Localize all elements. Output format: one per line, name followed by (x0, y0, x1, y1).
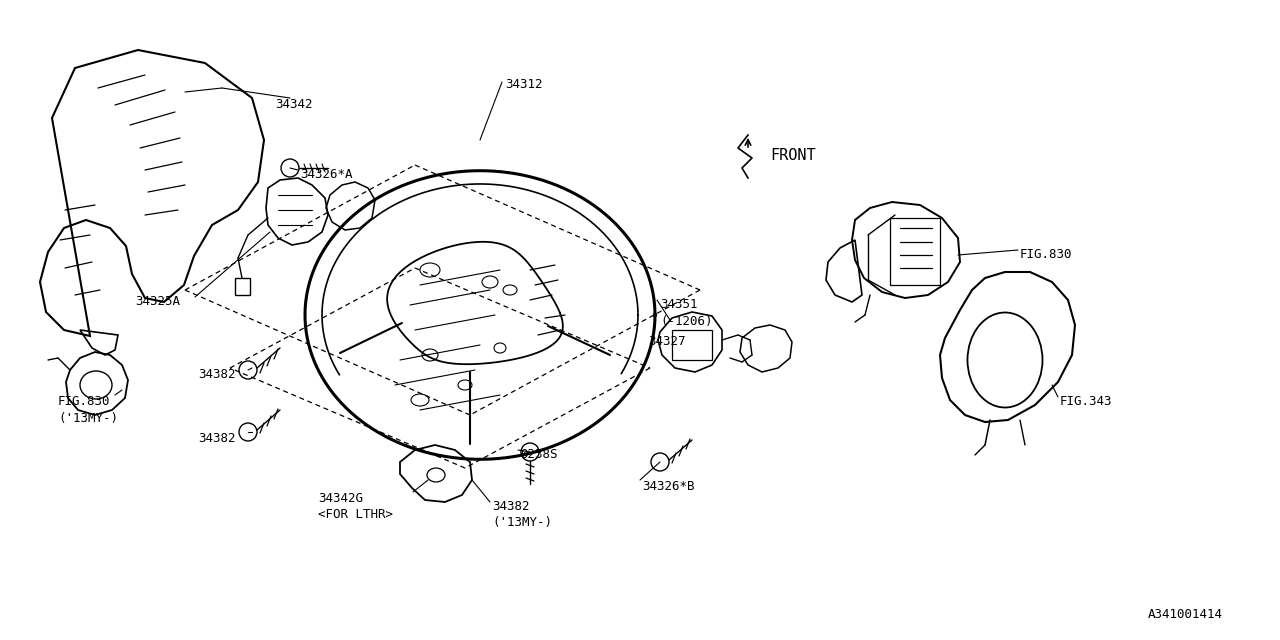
Text: (-1206): (-1206) (660, 315, 713, 328)
Text: 34342: 34342 (275, 98, 312, 111)
Text: 34327: 34327 (648, 335, 686, 348)
Text: 34342G: 34342G (317, 492, 364, 505)
Text: 34382: 34382 (198, 432, 236, 445)
Text: 0238S: 0238S (520, 448, 558, 461)
Text: 34351: 34351 (660, 298, 698, 311)
Text: FIG.343: FIG.343 (1060, 395, 1112, 408)
Text: 34326*A: 34326*A (300, 168, 352, 181)
Text: ('13MY-): ('13MY-) (58, 412, 118, 425)
Text: ('13MY-): ('13MY-) (492, 516, 552, 529)
Text: 34326*B: 34326*B (643, 480, 695, 493)
Text: FRONT: FRONT (771, 148, 815, 163)
Text: FIG.830: FIG.830 (58, 395, 110, 408)
Text: 34382: 34382 (198, 368, 236, 381)
Text: 34382: 34382 (492, 500, 530, 513)
Text: A341001414: A341001414 (1148, 608, 1222, 621)
Text: 34325A: 34325A (134, 295, 180, 308)
Text: <FOR LTHR>: <FOR LTHR> (317, 508, 393, 521)
Text: FIG.830: FIG.830 (1020, 248, 1073, 261)
Text: 34312: 34312 (506, 78, 543, 91)
